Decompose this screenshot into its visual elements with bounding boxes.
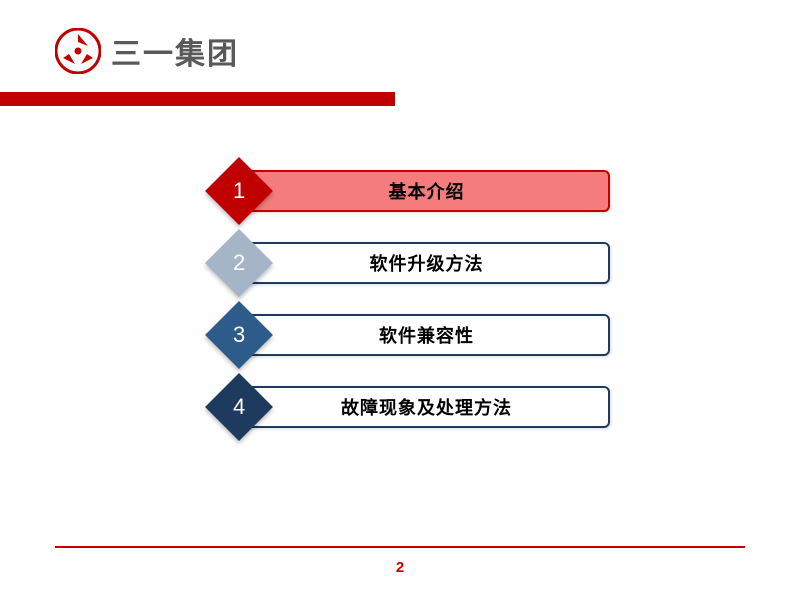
agenda-bar: 软件兼容性: [243, 314, 610, 356]
agenda-number: 1: [233, 178, 245, 204]
agenda-number: 4: [233, 394, 245, 420]
agenda-number-badge: 4: [205, 373, 273, 441]
agenda-number-badge: 1: [205, 157, 273, 225]
agenda-item: 4 故障现象及处理方法: [215, 381, 610, 433]
company-name: 三一集团: [111, 29, 239, 73]
agenda-bar: 基本介绍: [243, 170, 610, 212]
header-accent-bar: [0, 92, 395, 106]
agenda-list: 1 基本介绍 2 软件升级方法 3 软件兼容性 4 故障现象及处理方法: [215, 165, 610, 453]
agenda-label: 软件兼容性: [379, 322, 474, 348]
agenda-number: 3: [233, 322, 245, 348]
agenda-label: 基本介绍: [389, 178, 465, 204]
page-number: 2: [0, 559, 800, 576]
agenda-item: 3 软件兼容性: [215, 309, 610, 361]
header: 三一集团: [0, 0, 800, 74]
agenda-number: 2: [233, 250, 245, 276]
agenda-item: 2 软件升级方法: [215, 237, 610, 289]
agenda-label: 故障现象及处理方法: [341, 394, 512, 420]
agenda-number-badge: 2: [205, 229, 273, 297]
agenda-bar: 软件升级方法: [243, 242, 610, 284]
company-logo-icon: [55, 28, 101, 74]
agenda-item: 1 基本介绍: [215, 165, 610, 217]
footer-line: [55, 546, 745, 548]
agenda-number-badge: 3: [205, 301, 273, 369]
agenda-bar: 故障现象及处理方法: [243, 386, 610, 428]
agenda-label: 软件升级方法: [370, 250, 484, 276]
